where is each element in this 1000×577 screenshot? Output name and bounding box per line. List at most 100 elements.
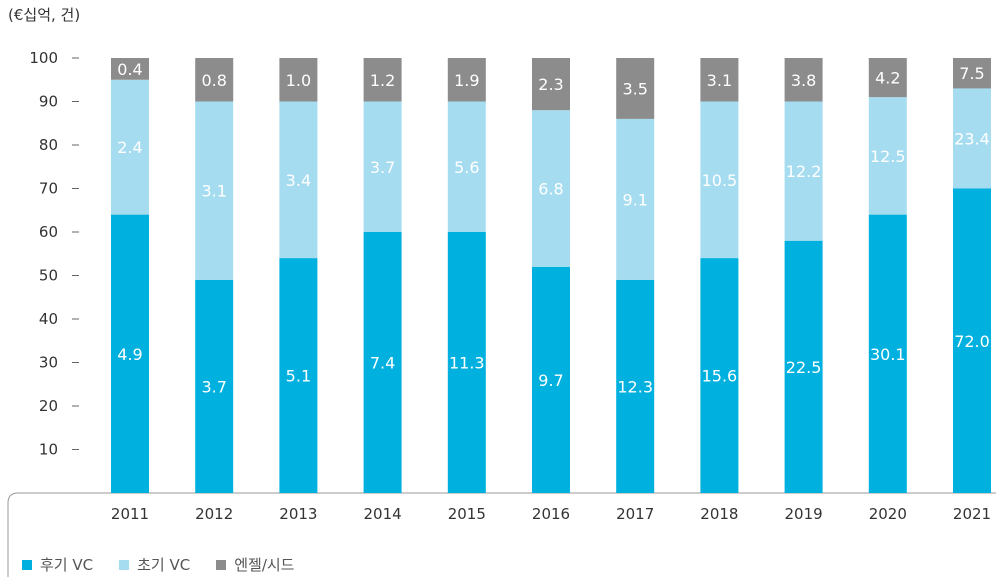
segment-angel-seed: [700, 58, 739, 102]
data-label: 22.5: [786, 358, 822, 377]
legend-label-early-vc: 초기 VC: [137, 556, 191, 574]
legend-label-angel-seed: 엔젤/시드: [234, 556, 295, 574]
x-tick-label: 2013: [279, 505, 317, 523]
segment-late-vc: [363, 232, 402, 493]
data-label: 11.3: [449, 354, 485, 373]
data-label: 9.7: [538, 371, 563, 390]
data-label: 1.0: [286, 71, 311, 90]
segment-early-vc: [700, 101, 739, 259]
data-label: 1.2: [370, 71, 395, 90]
segment-late-vc: [195, 279, 234, 493]
segment-angel-seed: [447, 58, 486, 102]
data-label: 3.7: [370, 158, 395, 177]
x-tick-label: 2014: [364, 505, 402, 523]
legend-label-late-vc: 후기 VC: [40, 556, 94, 574]
legend-item-angel-seed: 엔젤/시드: [216, 554, 294, 575]
data-label: 9.1: [622, 190, 647, 209]
data-label: 5.1: [286, 367, 311, 386]
x-tick-label: 2019: [785, 505, 823, 523]
segment-angel-seed: [279, 58, 318, 102]
data-label: 12.2: [786, 162, 822, 181]
y-tick-label: 60: [39, 223, 58, 241]
segment-early-vc: [784, 101, 823, 241]
data-label: 12.5: [870, 147, 906, 166]
segment-angel-seed: [784, 58, 823, 102]
data-label: 6.8: [538, 180, 563, 199]
segment-angel-seed: [111, 58, 149, 80]
segment-early-vc: [279, 101, 318, 259]
segment-early-vc: [195, 101, 234, 280]
x-tick-label: 2017: [616, 505, 654, 523]
legend-item-early-vc: 초기 VC: [119, 554, 190, 575]
segment-angel-seed: [532, 58, 570, 111]
segment-angel-seed: [953, 58, 991, 89]
data-label: 3.5: [622, 79, 647, 98]
data-label: 10.5: [702, 171, 738, 190]
segment-late-vc: [532, 266, 570, 493]
segment-early-vc: [447, 101, 486, 232]
data-label: 0.8: [201, 71, 226, 90]
data-label: 2.3: [538, 75, 563, 94]
segment-angel-seed: [195, 58, 234, 102]
y-tick-label: 70: [39, 180, 58, 198]
segment-early-vc: [363, 101, 402, 232]
segment-angel-seed: [868, 58, 907, 98]
data-label: 7.4: [370, 354, 395, 373]
data-label: 30.1: [870, 345, 906, 364]
y-tick-label: 20: [39, 397, 58, 415]
segment-late-vc: [868, 214, 907, 493]
segment-late-vc: [279, 258, 318, 493]
data-label: 3.1: [201, 182, 226, 201]
data-label: 1.9: [454, 71, 479, 90]
data-label: 3.8: [791, 71, 816, 90]
legend-swatch-angel-seed: [216, 559, 227, 570]
segment-late-vc: [953, 188, 991, 493]
x-tick-label: 2016: [532, 505, 570, 523]
data-label: 15.6: [702, 367, 738, 386]
segment-late-vc: [700, 258, 739, 493]
segment-early-vc: [953, 88, 991, 189]
segment-late-vc: [111, 214, 149, 493]
x-axis-frame: [7, 492, 996, 577]
y-tick-label: 80: [39, 136, 58, 154]
x-tick-label: 2021: [953, 505, 991, 523]
y-tick-label: 100: [29, 49, 58, 67]
x-tick-label: 2011: [111, 505, 149, 523]
segment-early-vc: [111, 79, 149, 215]
data-label: 72.0: [954, 332, 990, 351]
data-label: 0.4: [117, 60, 142, 79]
y-tick-label: 50: [39, 267, 58, 285]
segment-early-vc: [868, 97, 907, 215]
x-tick-label: 2015: [448, 505, 486, 523]
segment-early-vc: [532, 110, 570, 267]
x-tick-label: 2012: [195, 505, 233, 523]
segment-late-vc: [784, 240, 823, 493]
x-tick-label: 2018: [700, 505, 738, 523]
segment-early-vc: [616, 118, 655, 280]
segment-angel-seed: [616, 58, 655, 119]
legend-swatch-early-vc: [119, 559, 130, 570]
data-label: 3.1: [707, 71, 732, 90]
legend-item-late-vc: 후기 VC: [22, 554, 93, 575]
data-label: 2.4: [117, 138, 142, 157]
data-label: 3.7: [201, 377, 226, 396]
segment-angel-seed: [363, 58, 402, 102]
y-tick-label: 10: [39, 441, 58, 459]
data-label: 5.6: [454, 158, 479, 177]
legend-swatch-late-vc: [22, 559, 32, 570]
x-tick-label: 2020: [869, 505, 907, 523]
y-tick-label: 40: [39, 310, 58, 328]
data-label: 12.3: [617, 377, 653, 396]
legend: 후기 VC 초기 VC 엔젤/시드: [22, 554, 294, 575]
unit-label: (€십억, 건): [8, 6, 81, 24]
data-label: 4.9: [117, 345, 142, 364]
segment-late-vc: [616, 279, 655, 493]
y-tick-label: 30: [39, 354, 58, 372]
y-tick-label: 90: [39, 93, 58, 111]
data-label: 3.4: [286, 171, 311, 190]
segment-late-vc: [447, 232, 486, 493]
data-label: 4.2: [875, 69, 900, 88]
data-label: 7.5: [959, 64, 984, 83]
data-label: 23.4: [954, 129, 990, 148]
